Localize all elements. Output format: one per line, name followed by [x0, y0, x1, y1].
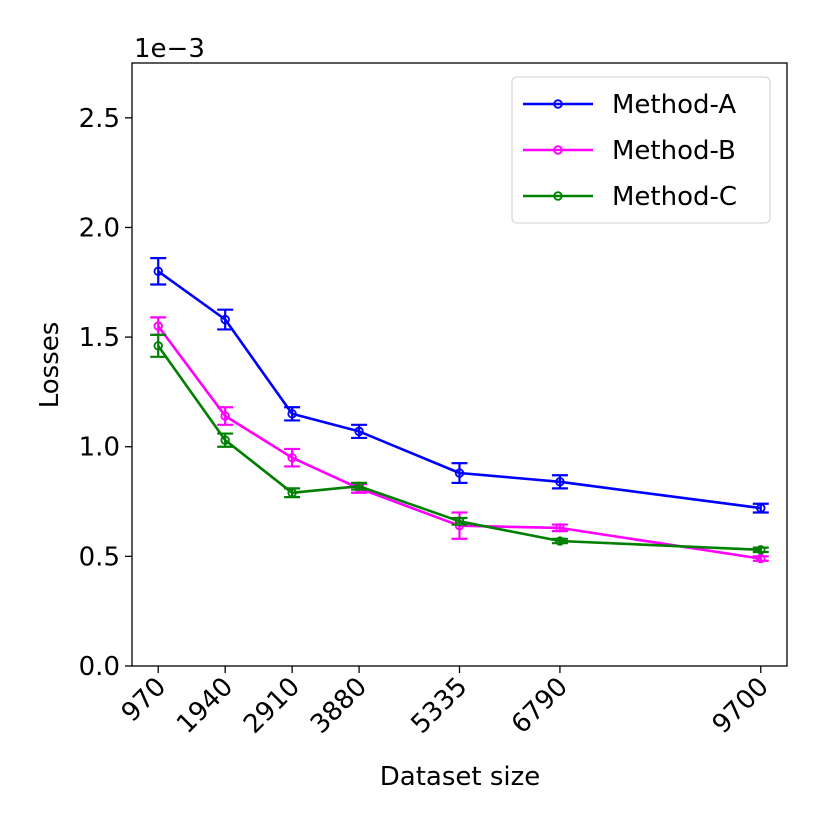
y-axis-label: Losses [35, 322, 65, 409]
legend-marker [553, 99, 563, 109]
data-point [287, 452, 297, 463]
data-point [287, 488, 297, 498]
legend: Method-A Method-B Method-C [511, 76, 771, 224]
x-tick-label: 3880 [305, 672, 373, 740]
y-scale-label: 1e−3 [134, 34, 205, 64]
plot-layer [150, 257, 769, 564]
y-tick-label: 2.0 [79, 213, 120, 243]
data-point [555, 536, 565, 546]
x-tick-label: 5335 [405, 672, 473, 740]
x-tick-label: 970 [116, 672, 172, 728]
y-tick-label: 1.5 [79, 323, 120, 353]
legend-marker [553, 191, 563, 201]
x-axis-label: Dataset size [380, 762, 541, 792]
x-tick-label: 6790 [506, 672, 574, 740]
data-point [756, 553, 766, 564]
legend-box [511, 76, 771, 224]
x-tick-label: 1940 [171, 672, 239, 740]
legend-label: Method-C [612, 182, 737, 212]
data-point [220, 314, 230, 325]
data-point [354, 426, 364, 437]
data-point [153, 341, 163, 351]
data-point [454, 468, 465, 478]
data-point [153, 266, 163, 277]
y-tick-label: 1.0 [79, 433, 120, 463]
data-point [153, 321, 163, 331]
data-point [555, 523, 565, 533]
data-point [220, 435, 230, 445]
data-point [354, 481, 364, 491]
legend-label: Method-B [612, 136, 736, 166]
legend-label: Method-A [612, 90, 736, 120]
data-point [555, 477, 565, 487]
x-tick-label: 2910 [238, 672, 306, 740]
legend-marker [553, 145, 563, 155]
x-tick-label: 9700 [707, 672, 775, 740]
data-point [220, 411, 230, 421]
data-point [756, 503, 766, 513]
y-tick-label: 2.5 [79, 104, 120, 134]
y-tick-label: 0.0 [79, 652, 120, 682]
y-tick-label: 0.5 [79, 542, 120, 572]
data-point [287, 409, 297, 419]
data-point [756, 545, 766, 555]
data-point [454, 516, 465, 526]
